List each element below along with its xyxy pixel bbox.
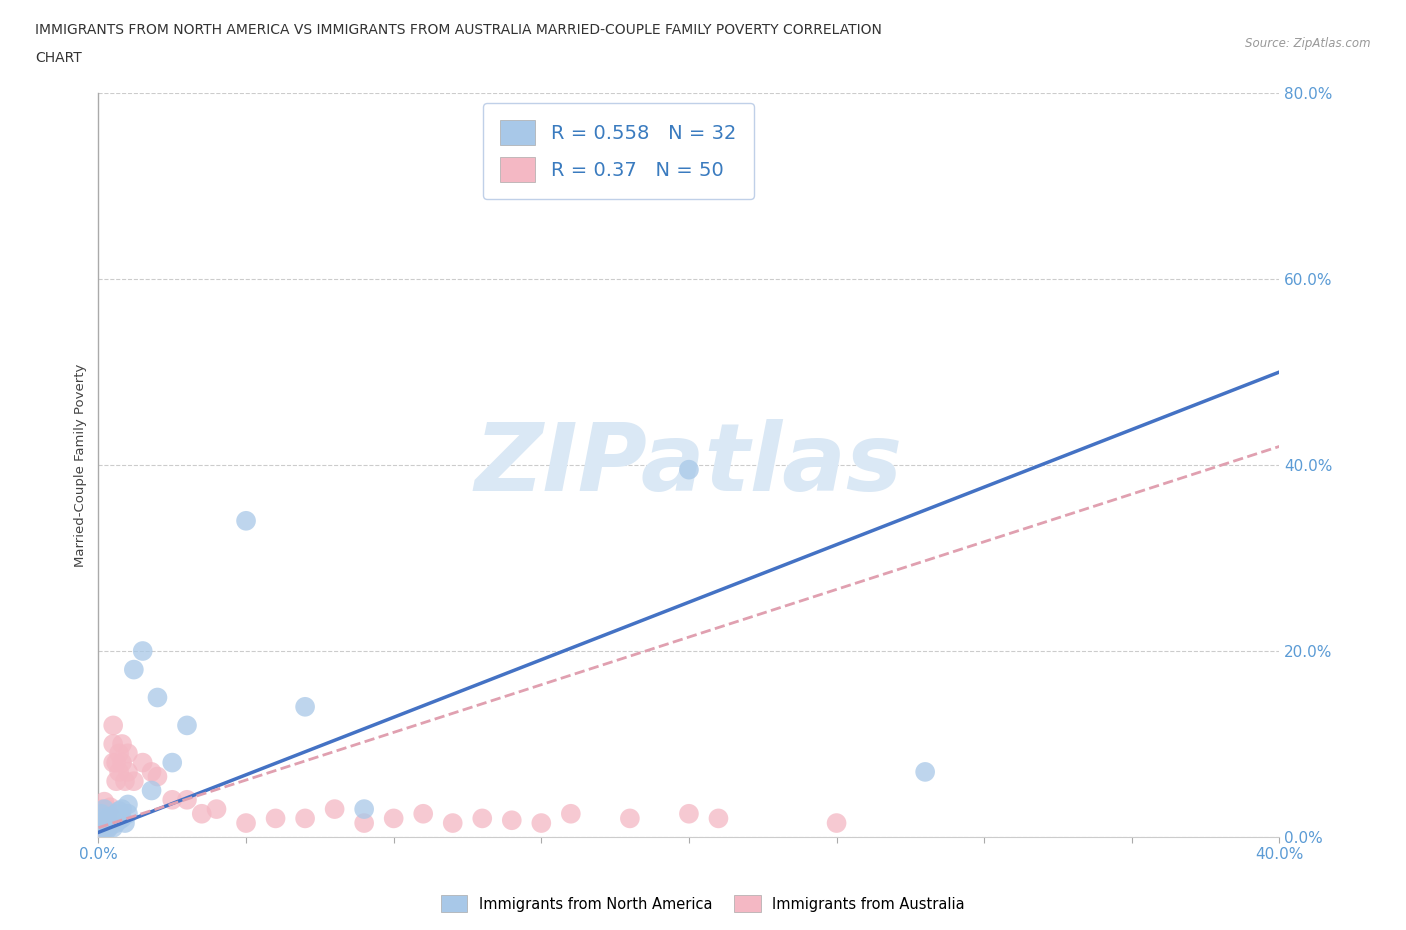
Point	[111, 811, 134, 826]
Point	[103, 811, 125, 826]
Point	[146, 769, 169, 784]
Point	[90, 825, 112, 840]
Point	[98, 800, 121, 815]
Point	[111, 737, 134, 751]
Point	[103, 820, 125, 835]
Point	[114, 774, 136, 789]
Point	[103, 718, 125, 733]
Point	[90, 811, 112, 826]
Point	[191, 806, 214, 821]
Point	[132, 755, 155, 770]
Point	[93, 802, 115, 817]
Point	[530, 816, 553, 830]
Point	[108, 764, 131, 779]
Point	[103, 737, 125, 751]
Point	[117, 797, 139, 812]
Point	[96, 820, 118, 835]
Point	[103, 755, 125, 770]
Point	[108, 813, 131, 828]
Point	[132, 644, 155, 658]
Point	[619, 811, 641, 826]
Point	[382, 811, 405, 826]
Point	[678, 462, 700, 477]
Point	[105, 806, 128, 821]
Point	[176, 718, 198, 733]
Point	[412, 806, 434, 821]
Point	[141, 764, 163, 779]
Point	[96, 813, 118, 828]
Point	[93, 804, 115, 818]
Point	[914, 764, 936, 779]
Point	[323, 802, 346, 817]
Text: Source: ZipAtlas.com: Source: ZipAtlas.com	[1246, 37, 1371, 50]
Point	[353, 816, 375, 830]
Point	[117, 806, 139, 821]
Point	[146, 690, 169, 705]
Point	[678, 806, 700, 821]
Point	[105, 755, 128, 770]
Text: IMMIGRANTS FROM NORTH AMERICA VS IMMIGRANTS FROM AUSTRALIA MARRIED-COUPLE FAMILY: IMMIGRANTS FROM NORTH AMERICA VS IMMIGRA…	[35, 23, 882, 37]
Point	[93, 820, 115, 835]
Point	[122, 774, 145, 789]
Point	[111, 755, 134, 770]
Point	[90, 816, 112, 830]
Point	[205, 802, 228, 817]
Legend: Immigrants from North America, Immigrants from Australia: Immigrants from North America, Immigrant…	[436, 890, 970, 918]
Point	[122, 662, 145, 677]
Point	[98, 809, 121, 824]
Point	[105, 774, 128, 789]
Point	[111, 802, 134, 817]
Point	[96, 802, 118, 817]
Point	[93, 794, 115, 809]
Point	[108, 804, 131, 818]
Point	[90, 802, 112, 817]
Point	[264, 811, 287, 826]
Point	[235, 816, 257, 830]
Point	[108, 746, 131, 761]
Point	[98, 818, 121, 833]
Point	[90, 806, 112, 821]
Point	[98, 809, 121, 824]
Text: CHART: CHART	[35, 51, 82, 65]
Point	[93, 822, 115, 837]
Point	[294, 699, 316, 714]
Point	[501, 813, 523, 828]
Point	[141, 783, 163, 798]
Point	[93, 811, 115, 826]
Point	[294, 811, 316, 826]
Point	[176, 792, 198, 807]
Y-axis label: Married-Couple Family Poverty: Married-Couple Family Poverty	[75, 364, 87, 566]
Point	[162, 755, 183, 770]
Point	[162, 792, 183, 807]
Point	[93, 813, 115, 828]
Point	[117, 746, 139, 761]
Point	[105, 816, 128, 830]
Point	[707, 811, 730, 826]
Point	[117, 764, 139, 779]
Point	[235, 513, 257, 528]
Text: ZIPatlas: ZIPatlas	[475, 419, 903, 511]
Point	[441, 816, 464, 830]
Legend: R = 0.558   N = 32, R = 0.37   N = 50: R = 0.558 N = 32, R = 0.37 N = 50	[482, 102, 754, 199]
Point	[560, 806, 582, 821]
Point	[96, 822, 118, 837]
Point	[825, 816, 848, 830]
Point	[114, 816, 136, 830]
Point	[471, 811, 494, 826]
Point	[353, 802, 375, 817]
Point	[90, 825, 112, 840]
Point	[98, 818, 121, 833]
Point	[96, 811, 118, 826]
Point	[90, 820, 112, 835]
